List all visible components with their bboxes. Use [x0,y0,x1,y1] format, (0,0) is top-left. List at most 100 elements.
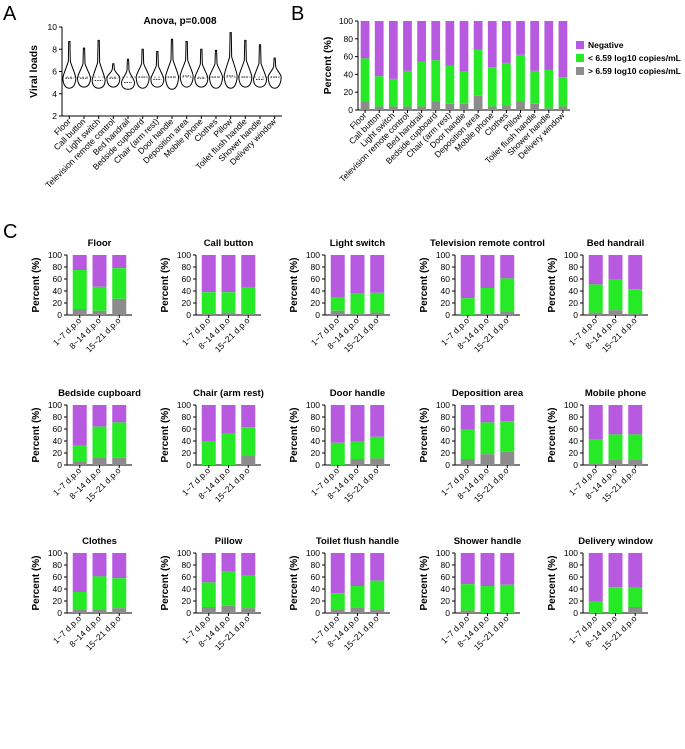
bar-bed-handrail-low [417,61,426,107]
mini-y-tick-label: 80 [569,560,579,570]
bar-negative [221,553,236,571]
bar-low [72,445,87,462]
mini-y-tick-label: 20 [569,448,579,458]
bar-low [370,292,385,313]
bar-high [608,459,623,465]
mini-y-tick-label: 60 [311,424,321,434]
panel-a-y-tick-label: 6 [52,67,57,77]
bar-floor-high [360,101,370,110]
mini-y-tick-label: 60 [53,424,63,434]
mini-y-label: Percent (%) [31,257,42,312]
bar-chair-arm-rest-low [445,65,455,104]
mini-y-tick-label: 60 [569,572,579,582]
bar-negative [480,553,495,586]
bar-negative [500,405,515,422]
panel-letter-a: A [3,3,17,25]
bar-negative [201,255,216,293]
bar-mobile-phone-low [487,67,497,107]
bar-negative [370,405,385,437]
mini-chart-toilet-flush-handle: Toilet flush handle 0 20 40 60 80 100 Percent (… [289,536,399,652]
violin-pillow [223,32,238,89]
bar-negative [460,553,475,585]
mini-y-tick-label: 40 [182,286,192,296]
bar-high [112,298,127,315]
mini-y-tick-label: 40 [53,584,63,594]
mini-y-tick-label: 80 [569,262,579,272]
bar-low [608,279,623,311]
mini-y-tick-label: 60 [569,274,579,284]
bar-low [221,292,236,313]
mini-y-tick-label: 40 [569,286,579,296]
bar-low [370,580,385,610]
bar-shower-handle-low [544,69,554,109]
mini-chart-title: Clothes [82,536,117,547]
bar-high [92,310,107,315]
bar-negative [330,255,345,297]
bar-negative [72,255,87,270]
mini-chart-title: Call button [204,238,254,249]
bar-low [112,578,127,609]
mini-y-tick-label: 20 [182,596,192,606]
panel-a-y-label: Viral loads [28,45,40,98]
bar-low [241,287,256,314]
bar-low [330,442,345,465]
bar-toilet-flush-handle-negative [530,21,540,71]
mini-y-tick-label: 60 [441,424,451,434]
bar-low [92,426,107,458]
bar-door-handle-high [459,103,469,110]
bar-low [72,592,87,610]
mini-y-tick-label: 100 [564,250,578,260]
bar-low [608,434,623,460]
bar-negative [460,405,475,429]
bar-low [350,293,365,314]
mini-y-tick-label: 80 [441,560,451,570]
mini-y-tick-label: 40 [182,436,192,446]
bar-negative [480,255,495,288]
violin-television-remote-control [106,63,121,88]
bar-low [480,586,495,613]
mini-y-label: Percent (%) [160,407,171,462]
bar-low [370,436,385,459]
bar-television-remote-control-high [403,106,412,110]
bar-negative [241,255,256,288]
panel-b-y-tick-label: 60 [344,52,354,62]
mini-y-tick-label: 100 [564,548,578,558]
mini-y-tick-label: 80 [182,412,192,422]
bar-low [112,422,127,458]
mini-y-label: Percent (%) [160,555,171,610]
bar-high [588,312,603,315]
bar-low [112,268,127,299]
bar-negative [608,553,623,588]
bar-deposition-area-low [473,49,483,96]
mini-y-tick-label: 0 [186,460,191,470]
violin-door-handle [164,38,180,90]
mini-y-tick-label: 100 [177,400,191,410]
mini-y-tick-label: 40 [569,436,579,446]
bar-call-button-negative [374,21,384,77]
bar-high [241,608,256,613]
mini-y-tick-label: 80 [182,262,192,272]
bar-low [92,286,107,311]
bar-negative [221,405,236,434]
mini-y-tick-label: 0 [186,310,191,320]
mini-y-tick-label: 60 [441,274,451,284]
mini-y-tick-label: 40 [311,286,321,296]
bar-low [480,422,495,455]
bar-negative [112,405,127,423]
bar-high [460,610,475,613]
mini-y-tick-label: 0 [573,460,578,470]
panel-b-y-tick-label: 40 [344,69,354,79]
bar-delivery-window-high [558,106,568,110]
bar-high [112,608,127,613]
panel-b-legend: Negative < 6.59 log10 copies/mL > 6.59 log… [576,40,681,76]
mini-y-label: Percent (%) [547,257,558,312]
bar-negative [628,255,643,290]
bar-light-switch-negative [388,21,398,79]
bar-high [480,313,495,315]
panel-letter-b: B [291,3,304,25]
bar-negative [241,405,256,428]
bar-low [588,284,603,313]
